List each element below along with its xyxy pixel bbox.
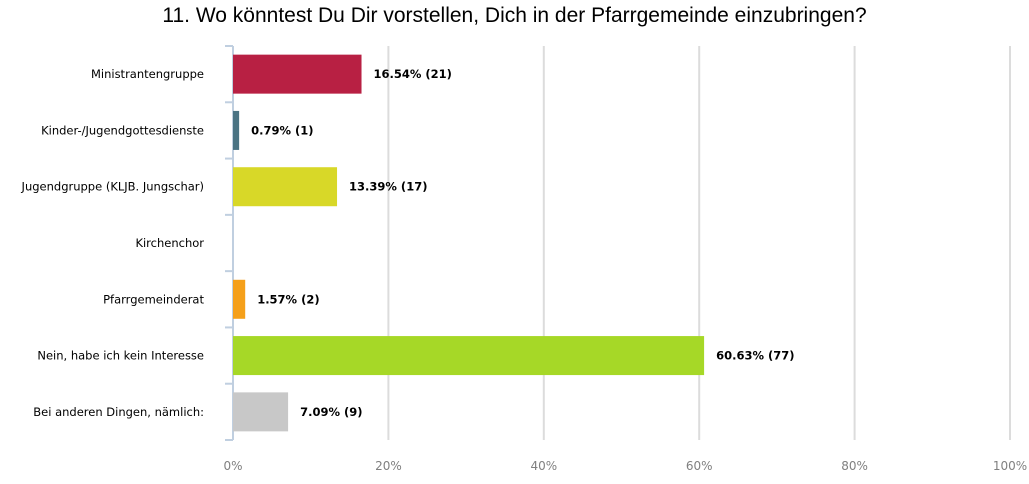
x-tick-label: 20% (375, 459, 402, 473)
data-label: 7.09% (9) (300, 405, 362, 419)
bar (233, 167, 338, 207)
chart-title: 11. Wo könntest Du Dir vorstellen, Dich … (162, 4, 867, 27)
category-label: Pfarrgemeinderat (103, 292, 204, 306)
data-label: 0.79% (1) (251, 123, 313, 137)
bar (233, 279, 246, 319)
bar (233, 54, 362, 94)
category-label: Ministrantengruppe (91, 67, 204, 81)
x-tick-label: 40% (530, 459, 557, 473)
data-label: 13.39% (17) (349, 180, 427, 194)
data-label: 16.54% (21) (374, 67, 452, 81)
bar (233, 392, 289, 432)
x-tick-label: 0% (223, 459, 242, 473)
category-label: Nein, habe ich kein Interesse (37, 349, 204, 363)
x-tick-label: 60% (686, 459, 713, 473)
bar (233, 336, 705, 376)
category-label: Kinder-/Jugendgottesdienste (41, 123, 204, 137)
category-label: Jugendgruppe (KLJB. Jungschar) (21, 180, 204, 194)
category-label: Bei anderen Dingen, nämlich: (33, 405, 204, 419)
x-tick-label: 80% (841, 459, 868, 473)
data-label: 1.57% (2) (257, 292, 319, 306)
category-label: Kirchenchor (135, 236, 204, 250)
data-label: 60.63% (77) (716, 349, 794, 363)
x-tick-label: 100% (993, 459, 1027, 473)
bar (233, 110, 240, 150)
